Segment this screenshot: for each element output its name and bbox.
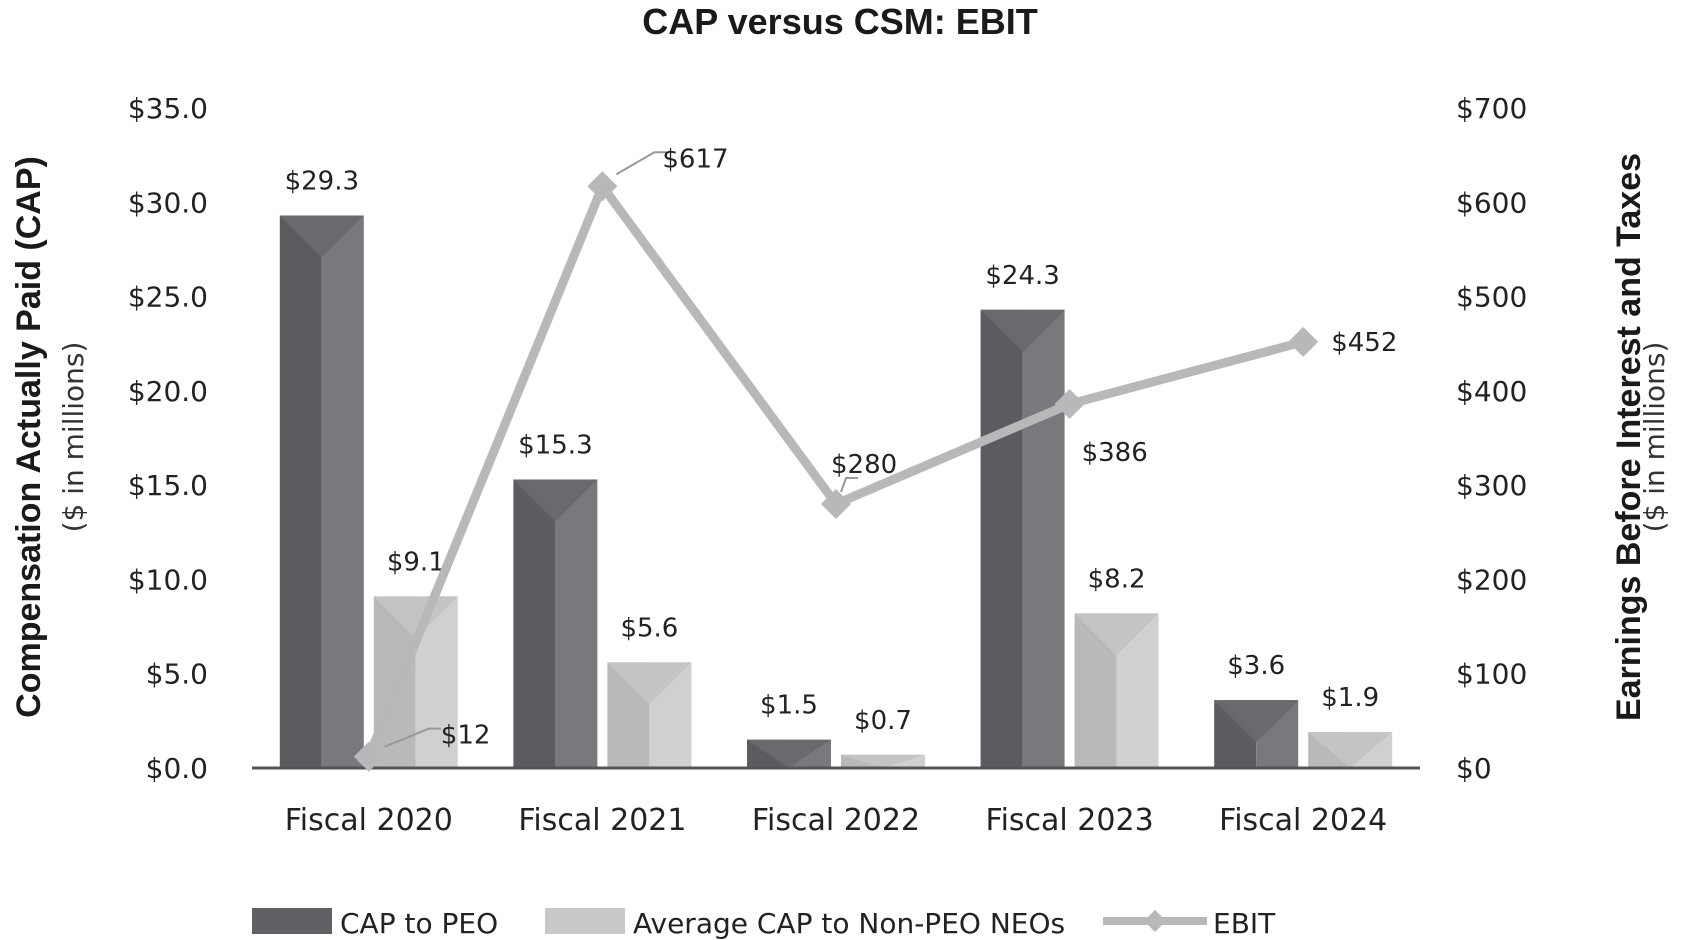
- ebit-marker: [353, 741, 384, 772]
- left-axis-ticks: $0.0 $5.0 $10.0 $15.0 $20.0 $25.0 $30.0 $35.0: [128, 92, 208, 785]
- bar-top-facet: [373, 596, 458, 639]
- ebit-data-label: $12: [441, 721, 491, 751]
- bar-top-facet: [841, 754, 925, 768]
- left-tick-label: $5.0: [146, 658, 208, 691]
- bar-top-facet: [747, 739, 831, 768]
- bar-cap-peo: [747, 739, 831, 768]
- right-axis-subtitle-group: ($ in millions): [1638, 342, 1671, 533]
- bar-cap-peo: [513, 479, 598, 768]
- left-tick-label: $30.0: [128, 186, 208, 219]
- bar-data-label: $15.3: [518, 430, 592, 460]
- left-axis-title: Compensation Actually Paid (CAP): [10, 156, 48, 718]
- category-label: Fiscal 2020: [285, 803, 453, 838]
- left-tick-label: $20.0: [128, 375, 208, 408]
- right-axis-subtitle: ($ in millions): [1638, 342, 1671, 533]
- left-tick-label: $35.0: [128, 92, 208, 125]
- legend-item: CAP to PEO: [252, 907, 498, 940]
- right-tick-label: $200: [1456, 563, 1527, 596]
- category-label: Fiscal 2021: [518, 803, 686, 838]
- ebit-line-layer: $12 $617 $280 $386 $452: [353, 144, 1397, 772]
- bar-data-label: $29.3: [285, 166, 359, 196]
- legend-swatch: [545, 908, 625, 934]
- bar-right-face: [321, 215, 364, 768]
- bar-avg-cap-neo: [1308, 732, 1393, 768]
- category-label: Fiscal 2024: [1219, 803, 1387, 838]
- ebit-marker: [821, 489, 851, 519]
- bar-right-face: [555, 479, 598, 768]
- left-tick-label: $15.0: [128, 469, 208, 502]
- left-tick-label: $0.0: [146, 752, 208, 785]
- ebit-data-label: $280: [831, 450, 897, 480]
- bar-left-face: [980, 309, 1023, 768]
- bar-top-facet: [279, 215, 364, 258]
- right-axis-ticks: $0 $100 $200 $300 $400 $500 $600 $700: [1456, 92, 1527, 785]
- left-tick-label: $25.0: [128, 281, 208, 314]
- right-tick-label: $500: [1456, 281, 1527, 314]
- legend-item: Average CAP to Non-PEO NEOs: [545, 907, 1065, 940]
- bar-cap-peo: [279, 215, 364, 768]
- right-axis-title-group: Earnings Before Interest and Taxes: [1610, 153, 1648, 721]
- ebit-leader-line: [384, 727, 441, 748]
- bar-data-label: $0.7: [854, 706, 912, 736]
- bar-avg-cap-neo: [1074, 613, 1159, 768]
- legend-label: CAP to PEO: [340, 907, 498, 940]
- right-tick-label: $400: [1456, 375, 1527, 408]
- bar-left-face: [513, 479, 556, 768]
- bar-data-label: $1.9: [1321, 683, 1379, 713]
- ebit-data-label: $452: [1331, 328, 1397, 358]
- bar-data-label: $24.3: [985, 261, 1059, 291]
- bar-top-facet: [513, 479, 598, 522]
- bar-cap-peo: [980, 309, 1065, 768]
- bar-cap-peo: [1214, 700, 1299, 768]
- bar-top-facet: [1308, 732, 1393, 768]
- right-tick-label: $600: [1456, 186, 1527, 219]
- chart-title: CAP versus CSM: EBIT: [642, 1, 1037, 42]
- legend-swatch: [252, 908, 332, 934]
- legend-marker: [1144, 910, 1166, 932]
- bar-avg-cap-neo: [841, 754, 925, 768]
- ebit-marker: [587, 171, 618, 202]
- left-axis-subtitle-group: ($ in millions): [57, 342, 90, 533]
- bar-data-label: $8.2: [1088, 564, 1146, 594]
- right-tick-label: $0: [1456, 752, 1492, 785]
- bar-data-label: $9.1: [387, 547, 445, 577]
- legend: CAP to PEO Average CAP to Non-PEO NEOs EBI…: [252, 907, 1276, 940]
- bar-top-facet: [607, 662, 692, 705]
- bar-data-label: $1.5: [760, 691, 818, 721]
- right-tick-label: $700: [1456, 92, 1527, 125]
- ebit-leader-line: [615, 151, 667, 176]
- bar-data-label: $5.6: [620, 613, 678, 643]
- right-axis-title: Earnings Before Interest and Taxes: [1610, 153, 1648, 721]
- ebit-marker: [1288, 326, 1319, 357]
- category-label: Fiscal 2023: [986, 803, 1154, 838]
- left-axis-title-group: Compensation Actually Paid (CAP): [10, 156, 48, 718]
- legend-item: EBIT: [1103, 907, 1276, 940]
- category-labels: Fiscal 2020 Fiscal 2021 Fiscal 2022 Fiscal …: [285, 803, 1388, 838]
- ebit-data-label: $386: [1082, 438, 1148, 468]
- legend-label: EBIT: [1213, 907, 1276, 940]
- bars-layer: $29.3 $15.3 $1.5 $24.3 $3.6 $9.1 $5.6 $0.7 $8.2 $…: [279, 166, 1393, 768]
- bar-top-facet: [1074, 613, 1159, 656]
- category-label: Fiscal 2022: [752, 803, 920, 838]
- bar-right-face: [1022, 309, 1065, 768]
- bar-top-facet: [1214, 700, 1299, 743]
- bar-data-label: $3.6: [1227, 651, 1285, 681]
- bar-top-facet: [980, 309, 1065, 352]
- bar-left-face: [279, 215, 322, 768]
- ebit-data-label: $617: [662, 144, 728, 174]
- bar-avg-cap-neo: [607, 662, 692, 768]
- right-tick-label: $300: [1456, 469, 1527, 502]
- left-axis-subtitle: ($ in millions): [57, 342, 90, 533]
- right-tick-label: $100: [1456, 658, 1527, 691]
- left-tick-label: $10.0: [128, 563, 208, 596]
- ebit-marker: [1054, 389, 1085, 420]
- legend-label: Average CAP to Non-PEO NEOs: [633, 907, 1065, 940]
- ebit-leader-line: [840, 477, 858, 493]
